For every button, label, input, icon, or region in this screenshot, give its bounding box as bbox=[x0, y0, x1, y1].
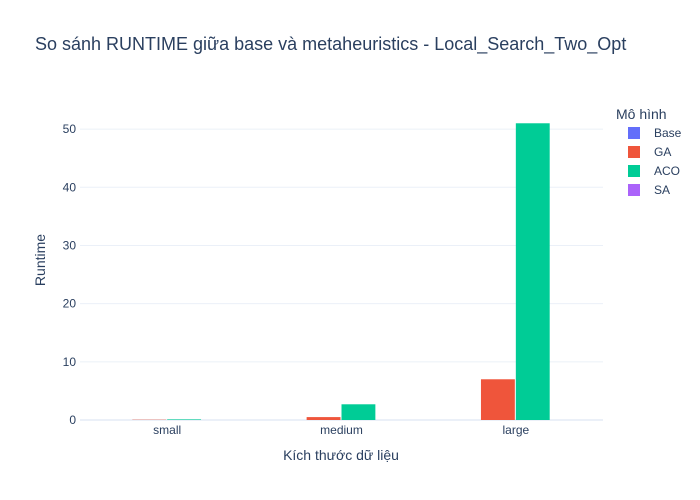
x-tick-label: medium bbox=[320, 423, 363, 437]
y-tick-label: 40 bbox=[63, 180, 77, 194]
y-axis-title: Runtime bbox=[32, 234, 48, 286]
x-tick-label: large bbox=[502, 423, 529, 437]
legend-title: Mô hình bbox=[616, 106, 667, 122]
bar-aco-medium bbox=[341, 404, 376, 420]
bar-aco-small bbox=[167, 419, 202, 420]
chart-title: So sánh RUNTIME giữa base và metaheurist… bbox=[35, 34, 626, 55]
legend-label-ga: GA bbox=[654, 145, 671, 159]
legend-swatch-ga bbox=[628, 146, 640, 158]
legend-swatch-aco bbox=[628, 165, 640, 177]
y-tick-label: 50 bbox=[63, 122, 77, 136]
y-tick-label: 30 bbox=[63, 238, 77, 252]
bars bbox=[132, 123, 550, 420]
legend-swatch-base bbox=[628, 127, 640, 139]
x-tick-label: small bbox=[153, 423, 181, 437]
bar-ga-medium bbox=[306, 417, 341, 420]
x-axis-title: Kích thước dữ liệu bbox=[283, 447, 399, 463]
bar-aco-large bbox=[515, 123, 550, 420]
bar-ga-large bbox=[480, 379, 515, 420]
legend-label-aco: ACO bbox=[654, 164, 680, 178]
y-tick-labels: 0 10 20 30 40 50 bbox=[63, 122, 77, 427]
x-tick-labels: small medium large bbox=[153, 423, 529, 437]
legend-swatch-sa bbox=[628, 184, 640, 196]
legend-label-base: Base bbox=[654, 126, 682, 140]
y-tick-label: 10 bbox=[63, 355, 77, 369]
legend: Mô hình Base GA ACO SA bbox=[616, 106, 682, 197]
legend-label-sa: SA bbox=[654, 183, 670, 197]
y-tick-label: 20 bbox=[63, 297, 77, 311]
y-tick-label: 0 bbox=[69, 413, 76, 427]
